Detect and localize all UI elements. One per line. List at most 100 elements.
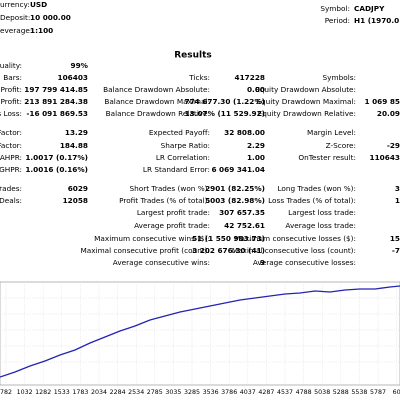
x-label: 1533 bbox=[54, 389, 70, 396]
stat-value: -29 bbox=[387, 141, 400, 150]
stat-value: 106403 bbox=[58, 73, 88, 82]
stat-label: Balance Drawdown Maximal: bbox=[104, 97, 210, 106]
x-label: 4287 bbox=[258, 389, 274, 396]
stat-value: 3 202 676.30 (41) bbox=[192, 246, 265, 255]
stat-label: ss Loss: bbox=[0, 109, 22, 118]
stat-value: 110643 bbox=[370, 153, 400, 162]
x-label: 5288 bbox=[333, 389, 349, 396]
stat-label: Z-Score: bbox=[326, 141, 356, 150]
stat-label: Ticks: bbox=[188, 73, 210, 82]
stat-label: t Factor: bbox=[0, 128, 22, 137]
x-label: 3285 bbox=[184, 389, 200, 396]
stat-label: Equity Drawdown Absolute: bbox=[255, 85, 356, 94]
x-label: 2034 bbox=[91, 389, 107, 396]
stat-value: 2901 (82.25%) bbox=[205, 184, 265, 193]
x-label: 5538 bbox=[351, 389, 367, 396]
x-label: 5787 bbox=[370, 389, 386, 396]
header-value: 1:100 bbox=[30, 26, 53, 35]
stat-label: Equity Drawdown Relative: bbox=[258, 109, 356, 118]
graph-grid bbox=[0, 282, 400, 385]
x-label: 2785 bbox=[147, 389, 163, 396]
x-label: 4537 bbox=[277, 389, 293, 396]
stat-value: 197 799 414.85 bbox=[24, 85, 88, 94]
header-value: USD bbox=[30, 0, 47, 9]
stat-value: 12058 bbox=[63, 196, 88, 205]
stat-label: Long Trades (won %): bbox=[277, 184, 356, 193]
stat-value: 15 bbox=[390, 234, 400, 243]
stat-label: Maximal consecutive profit (count): bbox=[80, 246, 210, 255]
stat-label: Profit Trades (% of total): bbox=[119, 196, 210, 205]
stat-value: 20.09 bbox=[377, 109, 400, 118]
x-label: 4037 bbox=[240, 389, 256, 396]
stat-value: 1 069 85 bbox=[364, 97, 400, 106]
graph-frame bbox=[0, 281, 400, 386]
header-label: Deposit: bbox=[0, 13, 30, 22]
stat-value: 5003 (82.98%) bbox=[205, 196, 265, 205]
stat-value: 51 (1 550 983.73) bbox=[192, 234, 265, 243]
header-label: urrency: bbox=[0, 0, 30, 9]
stat-value: 9 bbox=[260, 258, 265, 267]
stat-label: Average consecutive losses: bbox=[253, 258, 356, 267]
x-label: 2284 bbox=[110, 389, 126, 396]
stat-label: ss Profit: bbox=[0, 97, 22, 106]
stat-value: 1.0016 (0.16%) bbox=[25, 165, 88, 174]
x-label: 60 bbox=[393, 389, 400, 396]
header-value: CADJPY bbox=[354, 4, 385, 13]
stat-label: Maximum consecutive wins ($): bbox=[94, 234, 210, 243]
results-title: Results bbox=[174, 51, 212, 61]
stat-label: Equity Drawdown Maximal: bbox=[256, 97, 356, 106]
stat-label: Sharpe Ratio: bbox=[161, 141, 210, 150]
stat-value: 13.07% (11 529.92) bbox=[185, 109, 265, 118]
stat-label: y Factor: bbox=[0, 141, 22, 150]
stat-label: OnTester result: bbox=[298, 153, 356, 162]
x-label: 4788 bbox=[296, 389, 312, 396]
x-label: 1783 bbox=[72, 389, 88, 396]
stat-label: Loss Trades (% of total): bbox=[268, 196, 356, 205]
stat-label: Short Trades (won %): bbox=[130, 184, 210, 193]
stat-value: 1.0017 (0.17%) bbox=[25, 153, 88, 162]
stat-label: Balance Drawdown Absolute: bbox=[103, 85, 210, 94]
stat-value: 0.00 bbox=[247, 85, 265, 94]
stat-label: GHPR: bbox=[0, 165, 22, 174]
stat-value: 42 752.61 bbox=[224, 221, 265, 230]
stat-label: Expected Payoff: bbox=[149, 128, 210, 137]
stat-value: 6029 bbox=[68, 184, 88, 193]
stat-label: Maximal consecutive loss (count): bbox=[232, 246, 356, 255]
x-label: 3035 bbox=[165, 389, 181, 396]
stat-value: 32 808.00 bbox=[224, 128, 265, 137]
header-label: everage: bbox=[0, 26, 32, 35]
x-label: 1282 bbox=[35, 389, 51, 396]
x-label: 2534 bbox=[128, 389, 144, 396]
stat-label: t Profit: bbox=[0, 85, 22, 94]
stat-value: 307 657.35 bbox=[219, 208, 265, 217]
stat-label: Average profit trade: bbox=[134, 221, 210, 230]
stat-label: Maximum consecutive losses ($): bbox=[234, 234, 356, 243]
stat-value: 417228 bbox=[235, 73, 265, 82]
x-label: 1032 bbox=[17, 389, 33, 396]
stat-value: 184.88 bbox=[60, 141, 88, 150]
stat-label: Balance Drawdown Relative: bbox=[106, 109, 210, 118]
stat-label: Trades: bbox=[0, 184, 22, 193]
stat-value: 6 069 341.04 bbox=[211, 165, 265, 174]
header-value: 10 000.00 bbox=[30, 13, 71, 22]
balance-curve bbox=[0, 285, 400, 378]
x-label: 5038 bbox=[314, 389, 330, 396]
stat-value: 13.29 bbox=[65, 128, 88, 137]
stat-value: 99% bbox=[71, 61, 89, 70]
x-label: 3536 bbox=[203, 389, 219, 396]
stat-value: 1.00 bbox=[247, 153, 265, 162]
x-label: 3786 bbox=[221, 389, 237, 396]
stat-label: Largest profit trade: bbox=[137, 208, 210, 217]
stat-value: -16 091 869.53 bbox=[26, 109, 88, 118]
stat-label: LR Standard Error: bbox=[143, 165, 210, 174]
header-value: H1 (1970.01.01) bbox=[354, 16, 400, 25]
stat-label: t Quality: bbox=[0, 61, 22, 70]
stat-value: 774 677.30 (1.22%) bbox=[185, 97, 265, 106]
stat-label: Bars: bbox=[3, 73, 22, 82]
header-label: Period: bbox=[325, 16, 350, 25]
stat-value: -7 bbox=[392, 246, 400, 255]
stat-label: LR Correlation: bbox=[156, 153, 210, 162]
stat-label: Average consecutive wins: bbox=[113, 258, 210, 267]
